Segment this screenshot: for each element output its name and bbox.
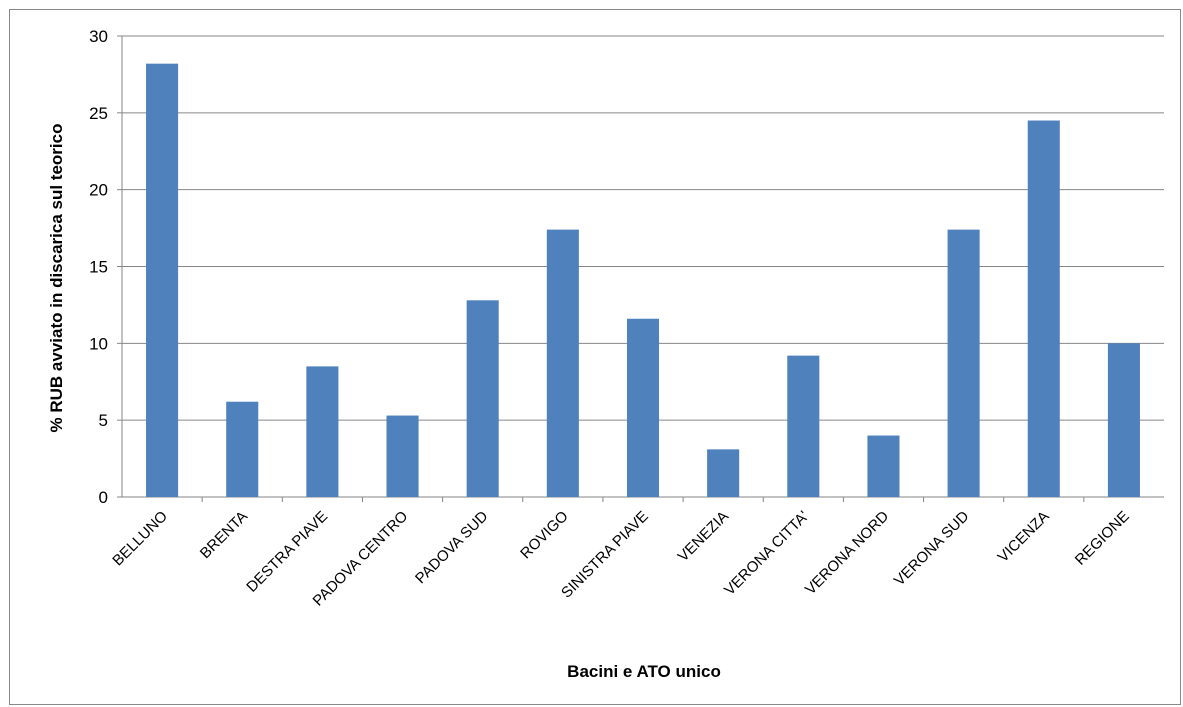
y-tick-label: 20 [89,181,108,200]
bar [546,229,579,497]
bar [626,318,660,497]
y-tick-label: 0 [99,488,108,507]
x-tick-label: VERONA NORD [802,508,893,599]
y-tick-label: 15 [89,258,108,277]
x-tick-label: BELLUNO [109,508,171,570]
y-tick-label: 5 [99,411,108,430]
bars [146,63,1140,498]
bar [466,300,499,497]
bar [867,435,900,497]
x-axis-title: Bacini e ATO unico [567,662,721,681]
y-tick-label: 30 [89,27,108,46]
x-tick-label: ROVIGO [517,508,571,562]
y-tick-label: 10 [89,334,108,353]
x-tick-label: BRENTA [197,508,251,562]
bar [1027,120,1060,498]
x-tick-label: SINISTRA PIAVE [558,508,652,602]
x-tick-label: REGIONE [1072,508,1133,569]
bar [707,449,740,497]
bar [787,355,820,497]
gridlines [122,35,1164,421]
x-tick-label: VERONA CITTA' [721,508,812,599]
bar [947,229,980,497]
y-axis-title: % RUB avviato in discarica sul teorico [47,124,66,433]
y-tick-labels: 0 5 10 15 20 25 30 [89,27,108,507]
x-tick-label: VERONA SUD [891,508,973,590]
x-tick-label: DESTRA PIAVE [243,508,331,596]
bar [306,366,339,497]
x-tick-label: PADOVA SUD [412,508,492,588]
bar [226,401,259,497]
chart-frame [9,9,1181,705]
x-tick-label: VENEZIA [675,508,732,565]
bar [146,63,179,497]
x-tick-label: VICENZA [995,508,1053,566]
bar [1107,343,1140,497]
y-tick-label: 25 [89,104,108,123]
bar [386,415,419,497]
